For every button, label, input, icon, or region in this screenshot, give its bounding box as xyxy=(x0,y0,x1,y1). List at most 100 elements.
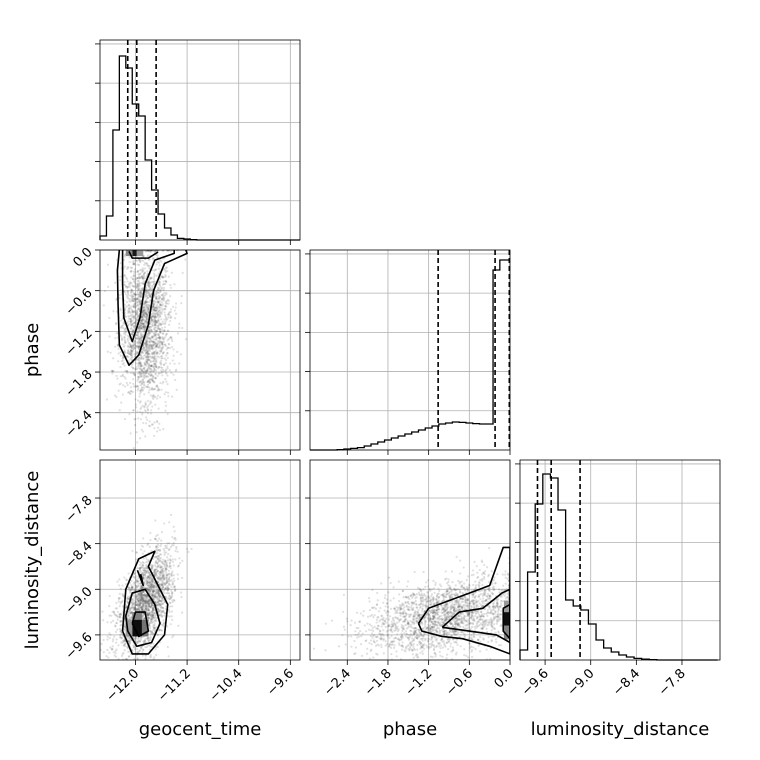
scatter-point xyxy=(167,312,171,315)
scatter-point xyxy=(138,345,141,348)
scatter-point xyxy=(118,597,121,600)
scatter-point xyxy=(143,271,146,275)
scatter-point xyxy=(140,593,144,596)
scatter-point xyxy=(146,350,149,354)
scatter-point xyxy=(151,315,154,318)
scatter-point xyxy=(135,594,138,597)
scatter-point xyxy=(162,288,165,292)
scatter-point xyxy=(145,343,148,346)
scatter-point xyxy=(158,331,162,334)
scatter-point xyxy=(143,342,147,345)
scatter-point xyxy=(143,361,146,365)
scatter-point xyxy=(161,597,164,601)
scatter-point xyxy=(160,583,164,586)
scatter-point xyxy=(128,300,131,303)
scatter-point xyxy=(147,602,150,605)
scatter-point xyxy=(127,614,130,617)
scatter-point xyxy=(151,606,154,609)
scatter-point xyxy=(164,595,167,598)
scatter-point xyxy=(149,629,152,632)
scatter-point xyxy=(130,332,133,336)
scatter-point xyxy=(131,352,134,355)
scatter-point xyxy=(153,368,156,371)
scatter-point xyxy=(154,361,157,364)
scatter-point xyxy=(140,319,143,322)
scatter-point xyxy=(142,603,145,607)
scatter-point xyxy=(427,625,430,628)
scatter-point xyxy=(156,546,159,549)
scatter-point xyxy=(149,299,152,302)
scatter-point xyxy=(161,583,164,586)
scatter-point xyxy=(359,630,362,633)
scatter-point xyxy=(135,285,138,289)
scatter-point xyxy=(136,641,140,644)
scatter-point xyxy=(132,270,136,273)
scatter-point xyxy=(458,618,461,621)
scatter-point xyxy=(150,617,153,620)
scatter-point xyxy=(187,550,190,553)
scatter-point xyxy=(122,651,125,655)
scatter-point xyxy=(448,592,451,595)
scatter-point xyxy=(157,589,161,592)
scatter-point xyxy=(147,290,150,294)
scatter-point xyxy=(123,344,126,347)
scatter-point xyxy=(148,370,152,373)
scatter-point xyxy=(149,585,152,588)
scatter-point xyxy=(128,607,131,610)
scatter-point xyxy=(144,342,147,345)
scatter-point xyxy=(136,312,139,315)
scatter-point xyxy=(134,350,138,353)
scatter-point xyxy=(154,315,157,318)
scatter-point xyxy=(122,384,125,387)
scatter-point xyxy=(163,553,166,556)
scatter-point xyxy=(151,633,155,636)
scatter-point xyxy=(114,336,117,340)
scatter-point xyxy=(162,584,165,587)
scatter-point xyxy=(160,293,163,297)
scatter-point xyxy=(145,317,148,321)
scatter-point xyxy=(150,588,153,591)
scatter-point xyxy=(441,593,444,596)
scatter-point xyxy=(156,576,160,579)
scatter-point xyxy=(118,383,121,386)
scatter-point xyxy=(138,336,141,339)
scatter-point xyxy=(468,607,471,610)
scatter-point xyxy=(147,373,150,376)
scatter-point xyxy=(139,582,142,585)
scatter-point xyxy=(405,614,408,617)
scatter-point xyxy=(160,342,164,345)
scatter-point xyxy=(143,318,146,322)
scatter-point xyxy=(164,560,167,563)
scatter-point xyxy=(149,592,152,595)
scatter-point xyxy=(118,615,121,618)
scatter-point xyxy=(129,608,132,612)
scatter-point xyxy=(122,326,125,330)
x-gridlines xyxy=(135,40,291,240)
scatter-point xyxy=(156,607,159,610)
scatter-point xyxy=(112,651,115,654)
scatter-point xyxy=(144,307,148,310)
scatter-point xyxy=(438,615,441,618)
scatter-point xyxy=(156,633,159,636)
scatter-point xyxy=(148,617,151,620)
scatter-point xyxy=(152,299,155,302)
scatter-point xyxy=(151,565,154,568)
scatter-point xyxy=(388,636,391,639)
scatter-point xyxy=(133,658,136,660)
scatter-point xyxy=(146,606,149,609)
scatter-point xyxy=(135,406,138,409)
scatter-point xyxy=(149,638,152,641)
scatter-point xyxy=(136,441,139,444)
scatter-point xyxy=(154,574,158,577)
scatter-point xyxy=(170,595,173,598)
scatter-point xyxy=(373,633,376,637)
scatter-point xyxy=(128,352,131,355)
scatter-point xyxy=(120,623,123,626)
scatter-point xyxy=(175,302,178,305)
scatter-point xyxy=(153,367,156,371)
scatter-point xyxy=(160,587,163,591)
scatter-point xyxy=(136,270,139,274)
scatter-point xyxy=(150,585,154,588)
scatter-point xyxy=(143,384,146,387)
scatter-point xyxy=(165,568,168,571)
